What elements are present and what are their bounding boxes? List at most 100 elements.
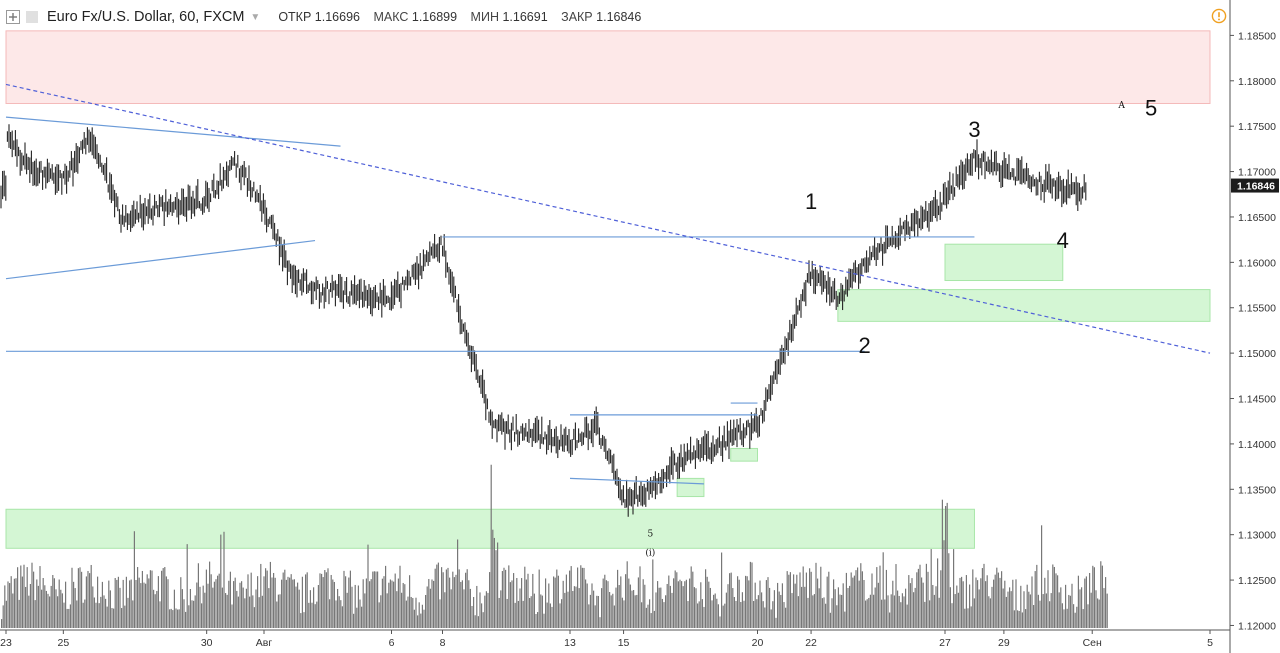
volume-bar bbox=[130, 579, 132, 628]
volume-bar bbox=[1013, 610, 1015, 628]
volume-bar bbox=[258, 597, 260, 628]
volume-bar bbox=[445, 569, 447, 628]
volume-bar bbox=[466, 569, 468, 628]
volume-bar bbox=[985, 581, 987, 628]
volume-bar bbox=[749, 561, 751, 628]
volume-bar bbox=[933, 594, 935, 628]
volume-bar bbox=[426, 586, 428, 628]
volume-bar bbox=[940, 570, 942, 628]
volume-bar bbox=[17, 567, 19, 628]
volume-bar bbox=[117, 576, 119, 628]
volume-bar bbox=[1055, 573, 1057, 628]
volume-bar bbox=[463, 589, 465, 628]
volume-bar bbox=[460, 581, 462, 628]
volume-bar bbox=[250, 572, 252, 628]
volume-bar bbox=[234, 577, 236, 628]
volume-bar bbox=[281, 579, 283, 628]
volume-bar bbox=[525, 579, 527, 628]
volume-bar bbox=[487, 592, 489, 628]
volume-bar bbox=[620, 576, 622, 628]
time-tick-label: Сен bbox=[1083, 637, 1102, 649]
volume-bar bbox=[666, 583, 668, 628]
volume-bar bbox=[500, 590, 502, 628]
price-tick-label: 1.14500 bbox=[1238, 394, 1276, 406]
volume-bar bbox=[127, 597, 129, 628]
wave-label: A bbox=[1117, 101, 1125, 111]
volume-bar bbox=[993, 579, 995, 628]
volume-bar bbox=[618, 585, 620, 628]
volume-bar bbox=[306, 572, 308, 628]
volume-bar bbox=[623, 600, 625, 628]
volume-bar bbox=[785, 607, 787, 628]
volume-bar bbox=[119, 587, 121, 628]
volume-bar bbox=[861, 571, 863, 628]
symbol-title[interactable]: Euro Fx/U.S. Dollar, 60, FXCM bbox=[47, 9, 245, 25]
volume-bar bbox=[660, 587, 662, 628]
volume-bar bbox=[106, 606, 108, 628]
volume-bar bbox=[253, 607, 255, 628]
volume-bar bbox=[647, 604, 649, 628]
expand-icon[interactable] bbox=[6, 10, 20, 24]
volume-bar bbox=[757, 595, 759, 628]
volume-bar bbox=[610, 595, 612, 628]
volume-bar bbox=[162, 568, 164, 628]
volume-bar bbox=[977, 580, 979, 628]
volume-bar bbox=[941, 499, 943, 628]
volume-bar bbox=[137, 567, 139, 628]
volume-bar bbox=[177, 609, 179, 628]
volume-bar bbox=[746, 576, 748, 628]
volume-bar bbox=[428, 578, 430, 628]
volume-bar bbox=[18, 599, 20, 628]
volume-bar bbox=[869, 594, 871, 628]
volume-bar bbox=[473, 596, 475, 628]
volume-bar bbox=[492, 529, 494, 628]
chevron-down-icon[interactable]: ▼ bbox=[250, 11, 261, 23]
volume-bar bbox=[260, 563, 262, 628]
volume-bar bbox=[882, 552, 884, 628]
volume-bar bbox=[36, 579, 38, 628]
volume-bar bbox=[661, 598, 663, 628]
high-label: МАКС bbox=[373, 10, 409, 24]
volume-bar bbox=[1085, 576, 1087, 628]
volume-bar bbox=[554, 577, 556, 628]
volume-bar bbox=[770, 609, 772, 628]
volume-bar bbox=[1074, 612, 1076, 628]
warning-icon[interactable] bbox=[1211, 8, 1227, 24]
volume-bar bbox=[778, 591, 780, 628]
volume-bar bbox=[431, 579, 433, 628]
volume-bar bbox=[242, 587, 244, 628]
volume-bar bbox=[394, 573, 396, 628]
volume-bar bbox=[1036, 564, 1038, 628]
volume-bar bbox=[975, 577, 977, 628]
volume-bar bbox=[913, 592, 915, 628]
volume-bar bbox=[1087, 604, 1089, 628]
volume-bar bbox=[61, 593, 63, 628]
volume-bar bbox=[522, 600, 524, 628]
volume-bar bbox=[689, 578, 691, 628]
trendline bbox=[5, 239, 316, 280]
volume-bar bbox=[786, 571, 788, 628]
volume-bar bbox=[37, 585, 39, 628]
volume-bar bbox=[377, 571, 379, 628]
volume-bar bbox=[887, 595, 889, 628]
volume-bar bbox=[490, 464, 492, 628]
volume-bar bbox=[839, 594, 841, 628]
volume-bar bbox=[695, 588, 697, 628]
volume-bar bbox=[743, 600, 745, 628]
volume-bar bbox=[207, 583, 209, 628]
volume-bar bbox=[724, 603, 726, 628]
volume-bar bbox=[706, 576, 708, 628]
last-price-label: 1.16846 bbox=[1237, 181, 1275, 193]
volume-bar bbox=[925, 563, 927, 628]
volume-bar bbox=[15, 578, 17, 628]
volume-bar bbox=[1097, 598, 1099, 628]
volume-bar bbox=[957, 592, 959, 628]
volume-bar bbox=[1106, 593, 1108, 628]
volume-bar bbox=[263, 576, 265, 628]
volume-bar bbox=[12, 593, 14, 628]
volume-bar bbox=[228, 580, 230, 628]
volume-bar bbox=[485, 591, 487, 628]
volume-bar bbox=[589, 594, 591, 628]
volume-bar bbox=[965, 575, 967, 628]
